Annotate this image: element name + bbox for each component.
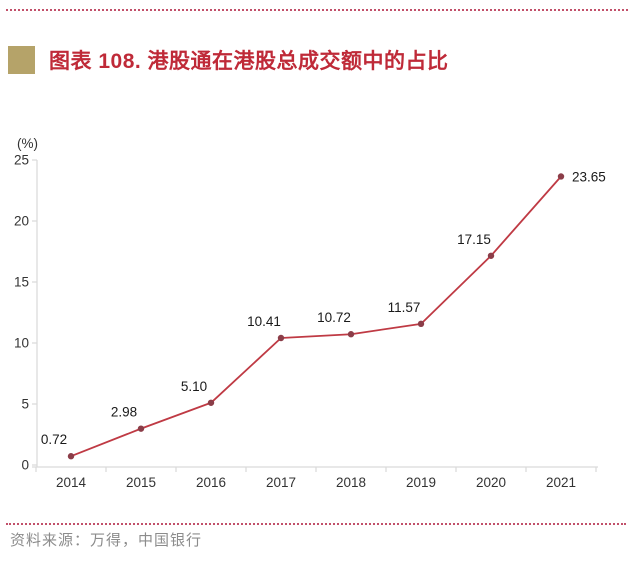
x-axis-tick-label: 2020 (476, 475, 506, 490)
data-point-marker (417, 320, 425, 328)
x-axis-tick-label: 2017 (266, 475, 296, 490)
data-point-label: 5.10 (181, 379, 207, 394)
figure-header: 图表 108. 港股通在港股总成交额中的占比 (8, 45, 449, 75)
bottom-dotted-rule (6, 523, 626, 525)
y-axis-tick-label: 20 (14, 214, 29, 229)
y-axis-tick-label: 10 (14, 336, 29, 351)
y-axis-tick-label: 15 (14, 275, 29, 290)
top-dotted-rule (6, 9, 628, 11)
data-point-marker (347, 331, 355, 338)
data-point-label: 17.15 (457, 232, 491, 247)
data-point-label: 10.41 (247, 314, 281, 329)
data-point-marker (277, 334, 285, 342)
y-axis-unit-label: (%) (17, 136, 38, 151)
chart-title: 图表 108. 港股通在港股总成交额中的占比 (49, 50, 449, 73)
data-point-label: 23.65 (572, 169, 606, 184)
line-chart-svg: (%) 0 5 10 15 20 25 2014 2015 2016 2017 2018 2019 202… (14, 136, 606, 490)
x-axis-tick-label: 2021 (546, 475, 576, 490)
line-chart: (%) 0 5 10 15 20 25 2014 2015 2016 2017 2018 2019 202… (0, 120, 636, 500)
x-axis-tick-label: 2018 (336, 475, 366, 490)
data-point-marker (67, 453, 75, 460)
series-line (70, 175, 562, 458)
data-point-marker (487, 252, 495, 259)
data-point-label: 2.98 (111, 405, 137, 420)
data-point-marker (207, 399, 215, 406)
x-axis-tick-label: 2019 (406, 475, 436, 490)
y-axis-tick-label: 0 (21, 458, 29, 473)
data-point-label: 11.57 (388, 300, 421, 315)
source-note: 资料来源：万得，中国银行 (10, 532, 203, 549)
data-point-marker (557, 173, 565, 180)
x-axis-tick-label: 2014 (56, 475, 87, 490)
x-axis-tick-label: 2015 (126, 475, 156, 490)
y-axis-tick-label: 5 (21, 397, 29, 412)
data-point-label: 0.72 (41, 432, 67, 447)
y-axis-tick-label: 25 (14, 153, 29, 168)
data-point-marker (137, 425, 145, 432)
data-point-label: 10.72 (317, 310, 351, 325)
x-axis-tick-label: 2016 (196, 475, 226, 490)
title-marker-square-icon (8, 46, 35, 74)
